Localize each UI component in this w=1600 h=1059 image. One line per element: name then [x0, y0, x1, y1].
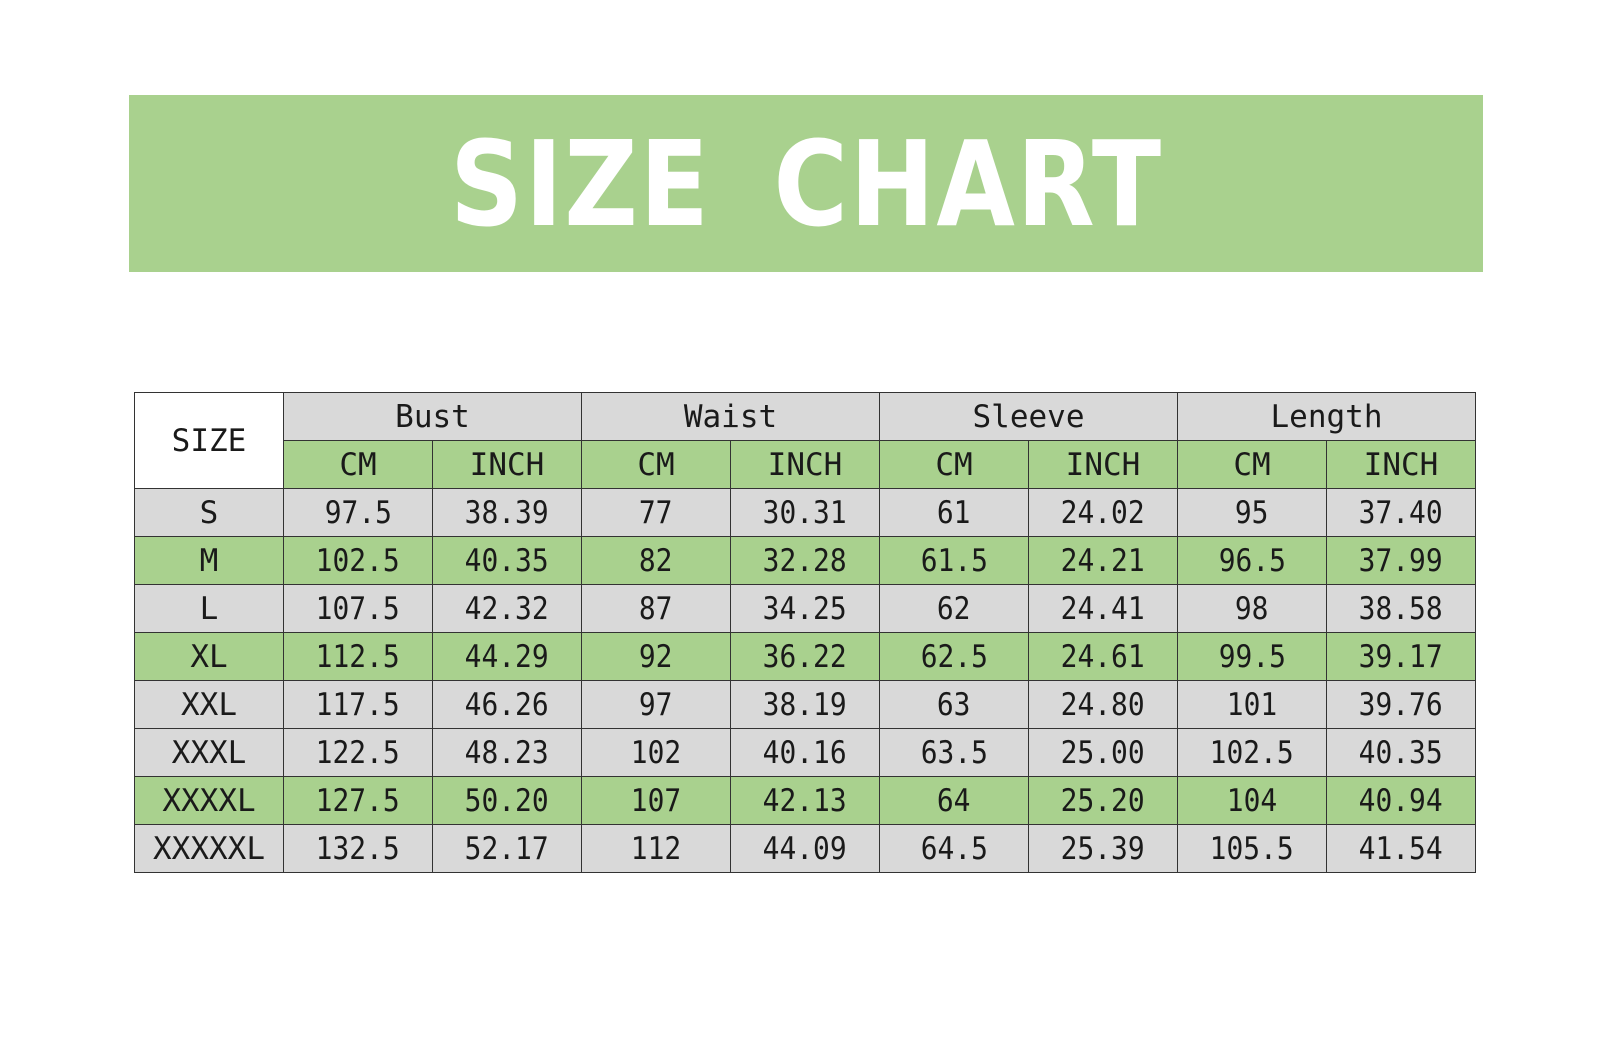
- measurement-cell: 107: [581, 776, 731, 825]
- measurement-cell: 48.23: [432, 728, 582, 777]
- measurement-cell: 99.5: [1177, 632, 1327, 681]
- measurement-cell: 64.5: [879, 824, 1029, 873]
- measurement-cell: 112.5: [283, 632, 433, 681]
- measurement-cell: 39.17: [1326, 632, 1476, 681]
- measurement-cell: 40.35: [432, 536, 582, 585]
- measurement-cell: 132.5: [283, 824, 433, 873]
- measurement-cell: 87: [581, 584, 731, 633]
- size-label-cell: XL: [134, 632, 284, 681]
- measurement-cell: 97.5: [283, 488, 433, 537]
- measurement-cell: 92: [581, 632, 731, 681]
- measurement-cell: 117.5: [283, 680, 433, 729]
- unit-header-cm: CM: [1177, 440, 1327, 489]
- measurement-cell: 112: [581, 824, 731, 873]
- measurement-cell: 30.31: [730, 488, 880, 537]
- measurement-cell: 38.39: [432, 488, 582, 537]
- measurement-cell: 24.61: [1028, 632, 1178, 681]
- measurement-cell: 52.17: [432, 824, 582, 873]
- measurement-cell: 101: [1177, 680, 1327, 729]
- measurement-cell: 32.28: [730, 536, 880, 585]
- banner-title: SIZE CHART: [449, 114, 1163, 253]
- size-label-cell: XXXXL: [134, 776, 284, 825]
- size-label-cell: XXL: [134, 680, 284, 729]
- table-row: XXL 117.5 46.26 97 38.19 63 24.80 101 39.76: [134, 680, 1476, 729]
- unit-header-inch: INCH: [1028, 440, 1178, 489]
- table-row: L 107.5 42.32 87 34.25 62 24.41 98 38.58: [134, 584, 1476, 633]
- measurement-cell: 61: [879, 488, 1029, 537]
- measurement-cell: 24.21: [1028, 536, 1178, 585]
- measurement-cell: 62: [879, 584, 1029, 633]
- measurement-cell: 37.40: [1326, 488, 1476, 537]
- measurement-cell: 44.29: [432, 632, 582, 681]
- size-label-cell: M: [134, 536, 284, 585]
- measurement-cell: 40.94: [1326, 776, 1476, 825]
- table-row: XL 112.5 44.29 92 36.22 62.5 24.61 99.5 39.17: [134, 632, 1476, 681]
- measurement-cell: 46.26: [432, 680, 582, 729]
- unit-header-inch: INCH: [730, 440, 880, 489]
- size-label-cell: S: [134, 488, 284, 537]
- unit-header-inch: INCH: [432, 440, 582, 489]
- measurement-cell: 61.5: [879, 536, 1029, 585]
- table-row: XXXXXL 132.5 52.17 112 44.09 64.5 25.39 105.5 41…: [134, 824, 1476, 873]
- measurement-cell: 42.13: [730, 776, 880, 825]
- measurement-cell: 102.5: [283, 536, 433, 585]
- measurement-cell: 37.99: [1326, 536, 1476, 585]
- table-row: XXXXL 127.5 50.20 107 42.13 64 25.20 104 40.94: [134, 776, 1476, 825]
- measurement-cell: 38.19: [730, 680, 880, 729]
- measurement-cell: 24.41: [1028, 584, 1178, 633]
- unit-header-row: CM INCH CM INCH CM INCH CM INCH: [135, 440, 1476, 489]
- measurement-cell: 102: [581, 728, 731, 777]
- unit-header-cm: CM: [879, 440, 1029, 489]
- measurement-cell: 36.22: [730, 632, 880, 681]
- measurement-cell: 39.76: [1326, 680, 1476, 729]
- measurement-cell: 25.39: [1028, 824, 1178, 873]
- unit-header-cm: CM: [581, 440, 731, 489]
- measurement-cell: 40.16: [730, 728, 880, 777]
- measurement-cell: 98: [1177, 584, 1327, 633]
- measurement-cell: 44.09: [730, 824, 880, 873]
- group-header-waist: Waist: [581, 392, 880, 441]
- measurement-cell: 24.80: [1028, 680, 1178, 729]
- size-chart-banner: SIZE CHART: [129, 95, 1483, 272]
- size-table: SIZE Bust Waist Sleeve Length CM INCH CM…: [134, 392, 1476, 873]
- group-header-row: SIZE Bust Waist Sleeve Length: [134, 392, 1476, 489]
- measurement-cell: 25.00: [1028, 728, 1178, 777]
- measurement-cell: 25.20: [1028, 776, 1178, 825]
- measurement-cell: 102.5: [1177, 728, 1327, 777]
- measurement-cell: 50.20: [432, 776, 582, 825]
- size-label-cell: L: [134, 584, 284, 633]
- size-label-cell: XXXL: [134, 728, 284, 777]
- measurement-cell: 77: [581, 488, 731, 537]
- table-row: XXXL 122.5 48.23 102 40.16 63.5 25.00 102.5 40.3…: [134, 728, 1476, 777]
- measurement-cell: 63.5: [879, 728, 1029, 777]
- measurement-cell: 104: [1177, 776, 1327, 825]
- measurement-cell: 64: [879, 776, 1029, 825]
- table-row: S 97.5 38.39 77 30.31 61 24.02 95 37.40: [134, 488, 1476, 537]
- measurement-cell: 82: [581, 536, 731, 585]
- measurement-cell: 95: [1177, 488, 1327, 537]
- group-header-length: Length: [1177, 392, 1476, 441]
- measurement-cell: 127.5: [283, 776, 433, 825]
- measurement-cell: 41.54: [1326, 824, 1476, 873]
- measurement-cell: 107.5: [283, 584, 433, 633]
- size-label-cell: XXXXXL: [134, 824, 284, 873]
- measurement-cell: 122.5: [283, 728, 433, 777]
- unit-header-cm: CM: [283, 440, 433, 489]
- unit-header-inch: INCH: [1326, 440, 1476, 489]
- table-row: M 102.5 40.35 82 32.28 61.5 24.21 96.5 37.99: [134, 536, 1476, 585]
- measurement-cell: 62.5: [879, 632, 1029, 681]
- size-column-header: SIZE: [134, 392, 284, 489]
- measurement-cell: 40.35: [1326, 728, 1476, 777]
- group-header-bust: Bust: [283, 392, 582, 441]
- measurement-cell: 105.5: [1177, 824, 1327, 873]
- measurement-cell: 34.25: [730, 584, 880, 633]
- measurement-cell: 63: [879, 680, 1029, 729]
- group-header-sleeve: Sleeve: [879, 392, 1178, 441]
- measurement-cell: 42.32: [432, 584, 582, 633]
- measurement-cell: 97: [581, 680, 731, 729]
- measurement-cell: 38.58: [1326, 584, 1476, 633]
- measurement-cell: 96.5: [1177, 536, 1327, 585]
- measurement-cell: 24.02: [1028, 488, 1178, 537]
